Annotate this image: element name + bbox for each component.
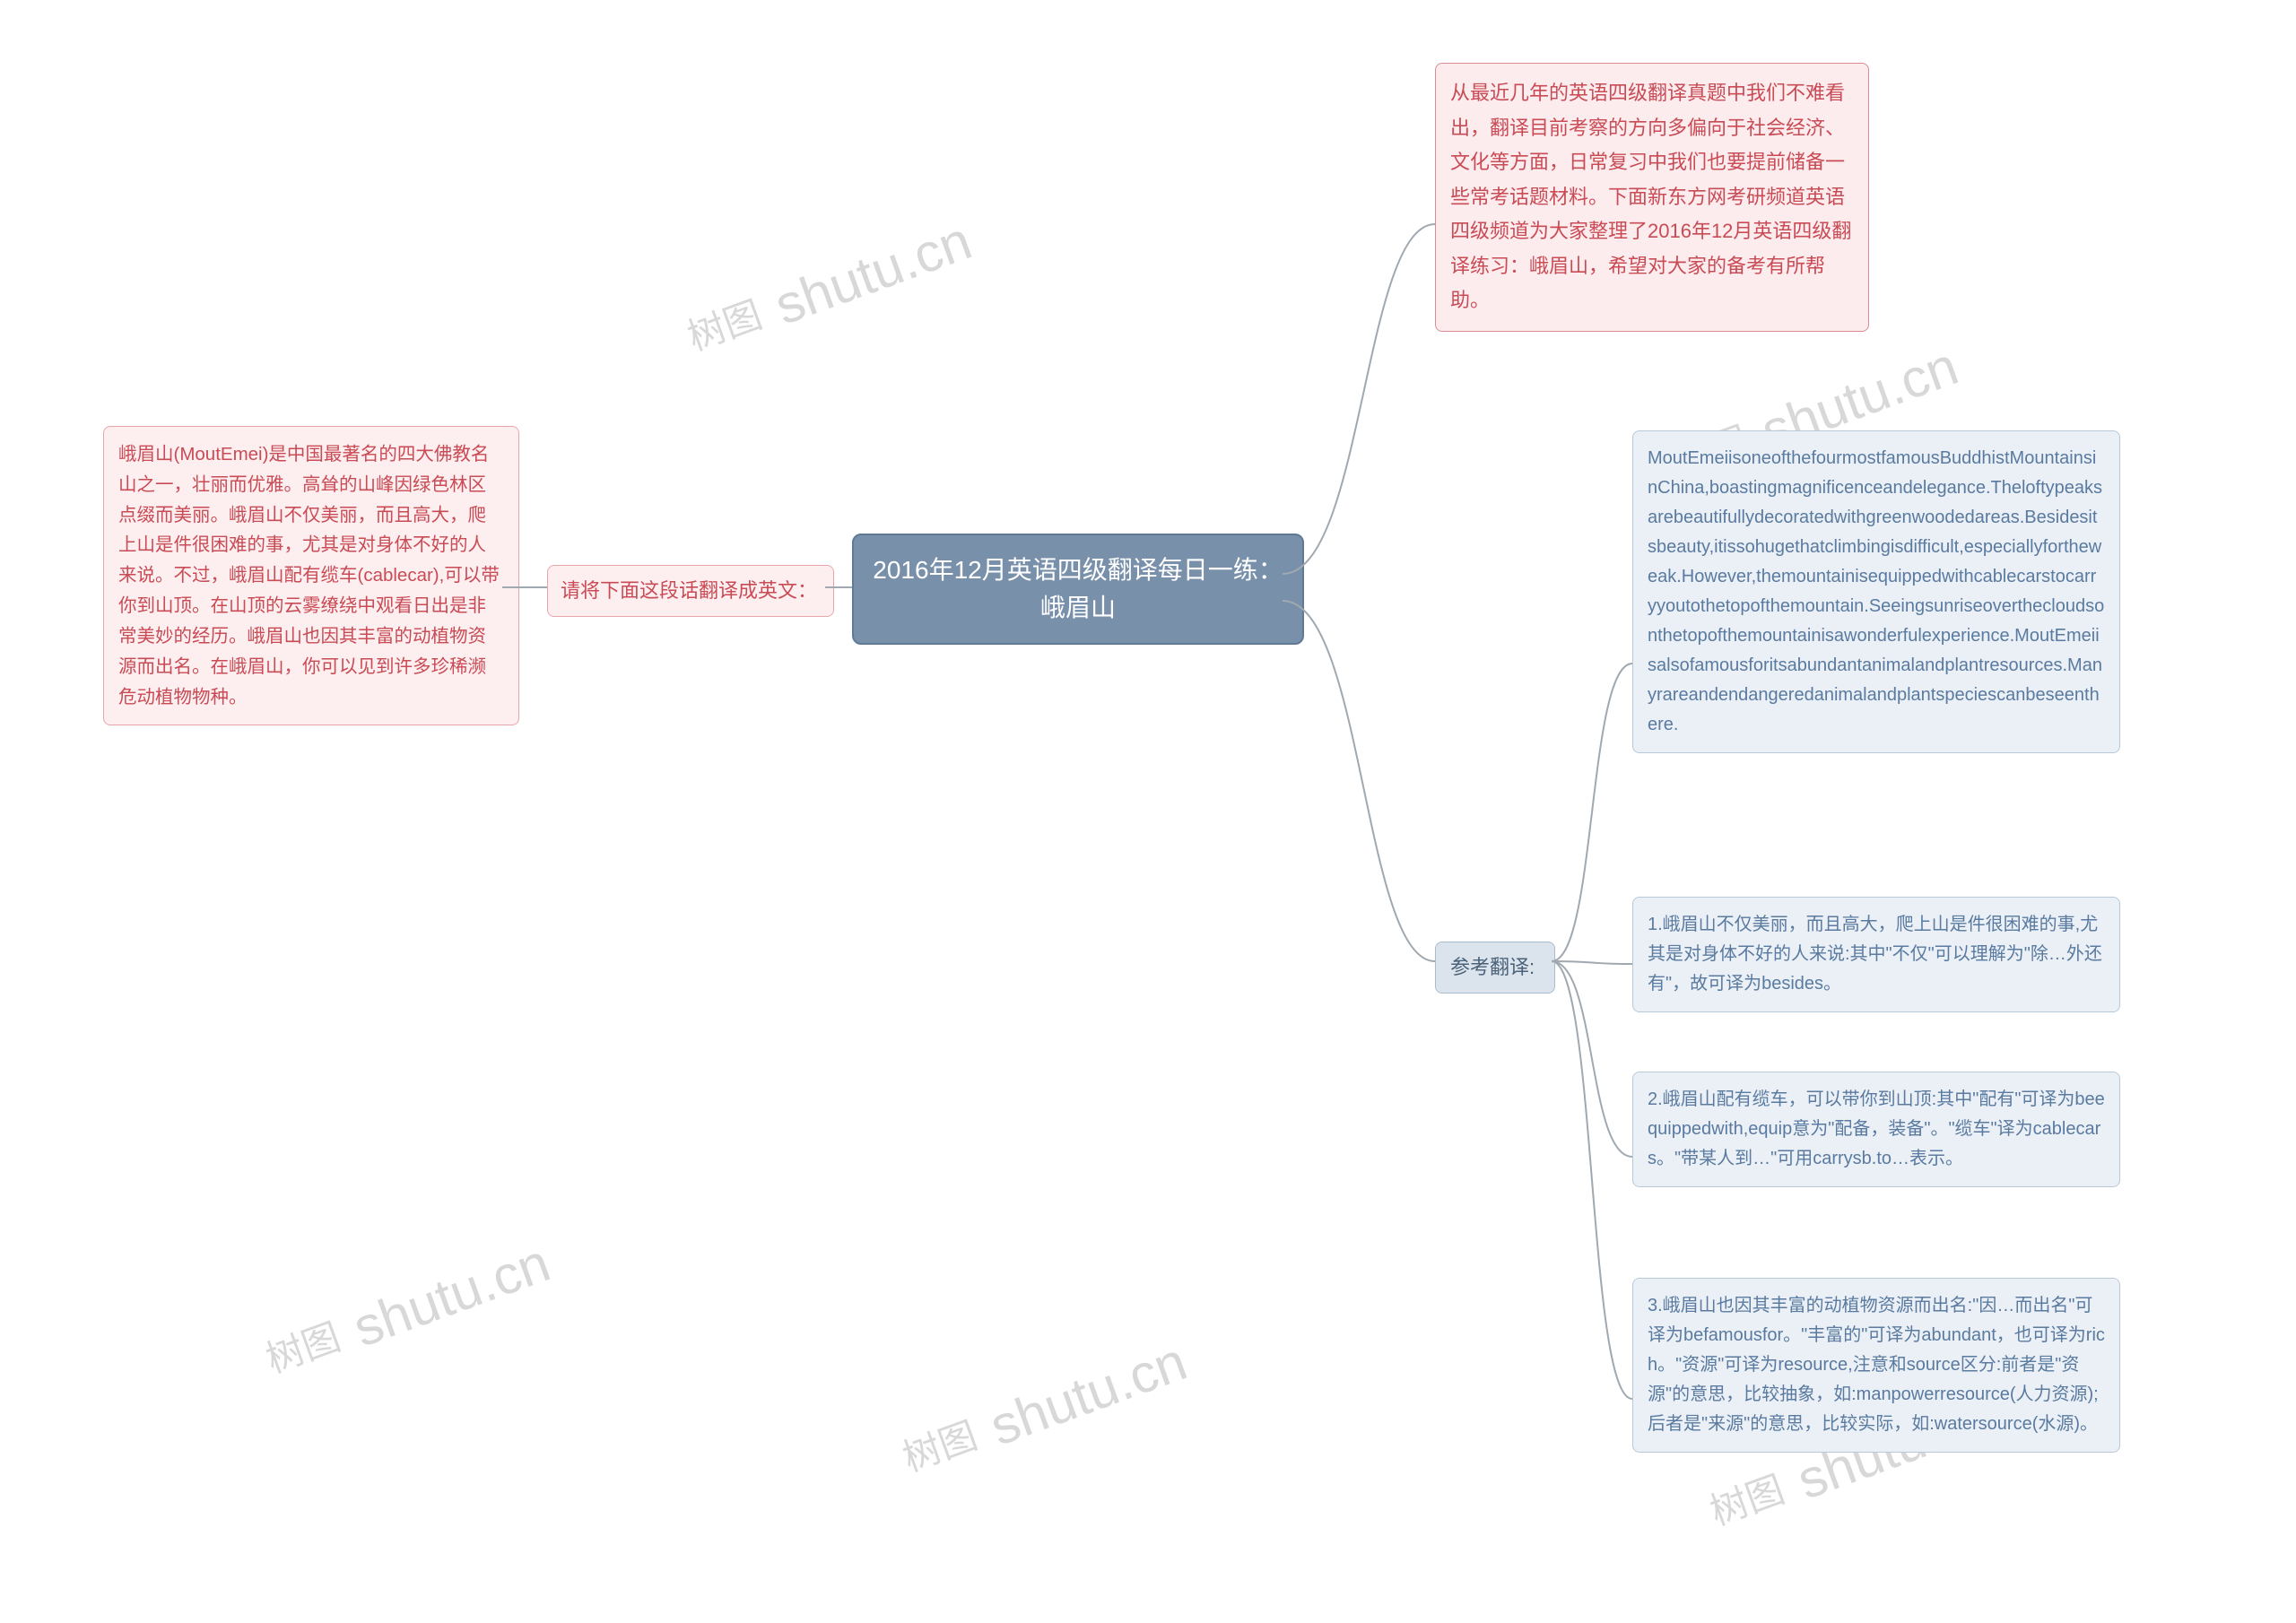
ref-translation: MoutEmeiisoneofthefourmostfamousBuddhist… bbox=[1632, 430, 2120, 753]
watermark-en: shutu.cn bbox=[345, 1231, 558, 1358]
watermark-cn: 树图 bbox=[1701, 1459, 1791, 1536]
watermark-cn: 树图 bbox=[679, 284, 769, 361]
right-intro: 从最近几年的英语四级翻译真题中我们不难看出，翻译目前考察的方向多偏向于社会经济、… bbox=[1435, 63, 1869, 332]
left-prompt: 请将下面这段话翻译成英文： bbox=[547, 565, 834, 617]
ref-label: 参考翻译: bbox=[1435, 942, 1555, 994]
left-passage: 峨眉山(MoutEmei)是中国最著名的四大佛教名山之一，壮丽而优雅。高耸的山峰… bbox=[103, 426, 519, 725]
watermark-cn: 树图 bbox=[894, 1405, 984, 1482]
watermark-en: shutu.cn bbox=[767, 209, 979, 336]
watermark-en: shutu.cn bbox=[982, 1330, 1195, 1457]
note-3: 3.峨眉山也因其丰富的动植物资源而出名:"因…而出名"可译为befamousfo… bbox=[1632, 1278, 2120, 1453]
center-node: 2016年12月英语四级翻译每日一练：峨眉山 bbox=[852, 534, 1304, 645]
note-1: 1.峨眉山不仅美丽，而且高大，爬上山是件很困难的事,尤其是对身体不好的人来说:其… bbox=[1632, 897, 2120, 1012]
note-2: 2.峨眉山配有缆车，可以带你到山顶:其中"配有"可译为beequippedwit… bbox=[1632, 1072, 2120, 1187]
watermark-cn: 树图 bbox=[257, 1306, 347, 1384]
